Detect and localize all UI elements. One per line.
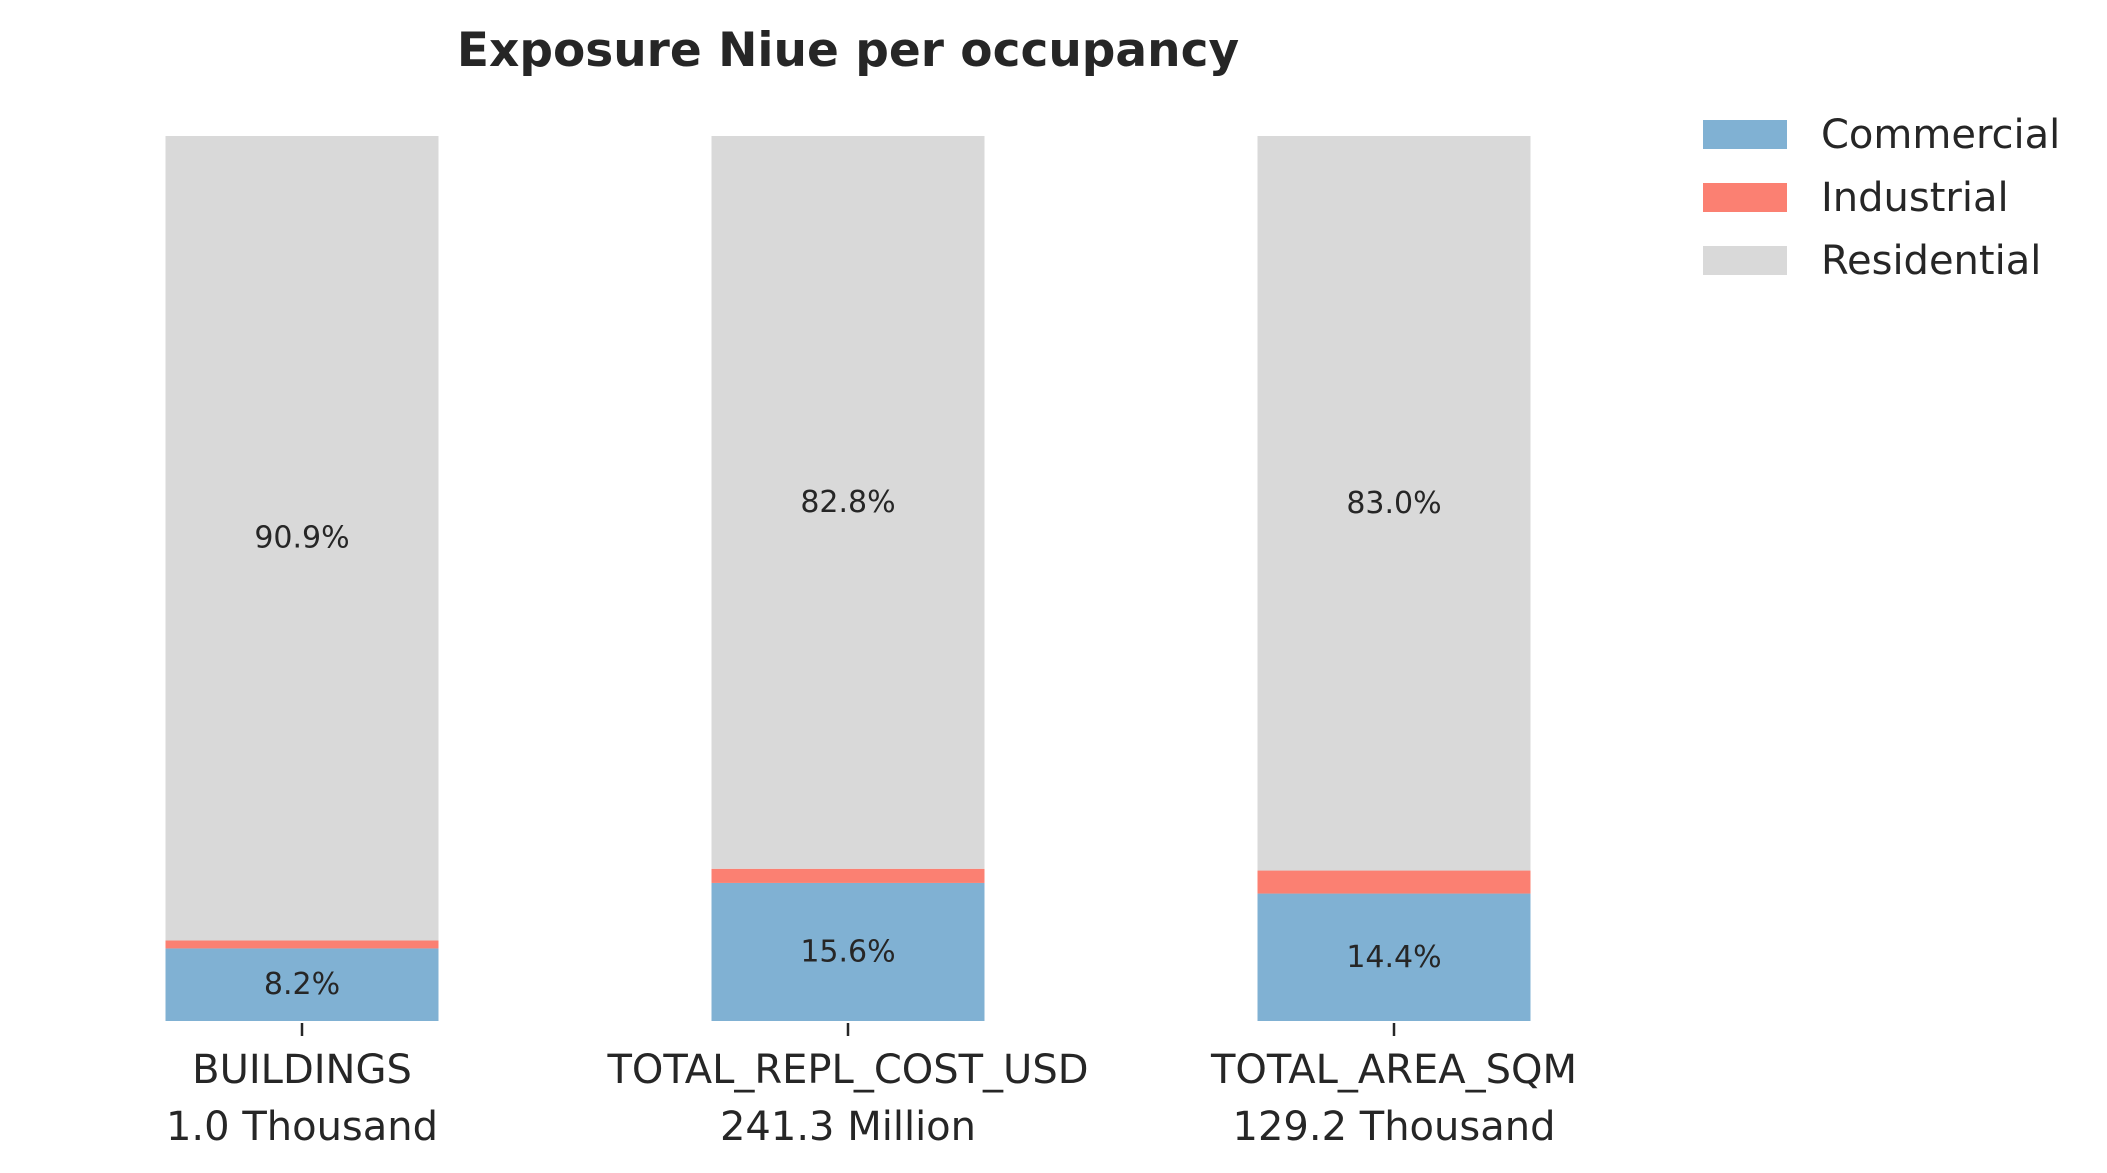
legend-swatch-residential	[1703, 246, 1787, 275]
bars-group	[165, 136, 1531, 1021]
bar-residential-total_repl_cost_usd	[711, 136, 985, 869]
legend: Commercial Industrial Residential	[1703, 112, 2060, 284]
legend-swatch-commercial	[1703, 120, 1787, 149]
chart-title: Exposure Niue per occupancy	[457, 23, 1239, 78]
data-label-residential-total_area_sqm: 83.0%	[1346, 486, 1441, 521]
bar-commercial-total_area_sqm	[1257, 893, 1531, 1021]
data-label-residential-buildings: 90.9%	[254, 521, 349, 556]
legend-label-residential: Residential	[1821, 238, 2041, 284]
data-label-commercial-buildings: 8.2%	[264, 967, 340, 1002]
x-tick-label: TOTAL_AREA_SQM	[1210, 1047, 1577, 1093]
bar-commercial-total_repl_cost_usd	[711, 882, 985, 1021]
x-tick-label: TOTAL_REPL_COST_USD	[606, 1047, 1088, 1093]
bar-residential-total_area_sqm	[1257, 136, 1531, 871]
x-tick-total: 241.3 Million	[720, 1104, 976, 1150]
legend-swatch-industrial	[1703, 183, 1787, 212]
x-axis: BUILDINGS 1.0 Thousand TOTAL_REPL_COST_USD…	[166, 1023, 1577, 1150]
data-label-commercial-total_repl_cost_usd: 15.6%	[800, 934, 895, 969]
data-label-commercial-total_area_sqm: 14.4%	[1346, 940, 1441, 975]
bar-industrial-total_area_sqm	[1257, 870, 1531, 894]
bar-residential-buildings	[165, 136, 439, 941]
x-tick-total: 129.2 Thousand	[1233, 1104, 1556, 1150]
x-tick-total: 1.0 Thousand	[166, 1104, 438, 1150]
bar-labels-group: 8.2% 90.9% 15.6% 82.8% 14.4% 83.0%	[254, 485, 1441, 1002]
bar-industrial-total_repl_cost_usd	[711, 868, 985, 883]
bar-industrial-buildings	[165, 940, 439, 949]
bar-commercial-buildings	[165, 948, 439, 1021]
x-tick-label: BUILDINGS	[192, 1047, 412, 1093]
legend-label-commercial: Commercial	[1821, 112, 2060, 158]
data-label-residential-total_repl_cost_usd: 82.8%	[800, 485, 895, 520]
legend-label-industrial: Industrial	[1821, 175, 2009, 221]
